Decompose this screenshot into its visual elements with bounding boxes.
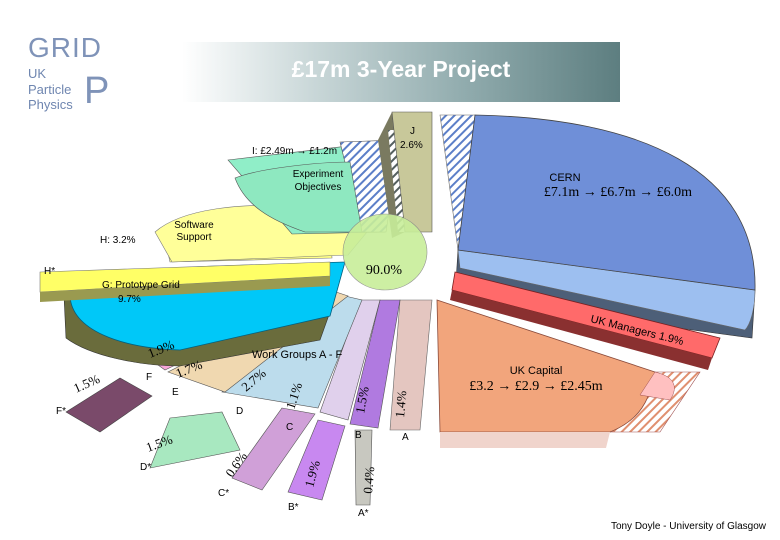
slice-J bbox=[391, 111, 433, 233]
label-H: H: 3.2% bbox=[100, 235, 136, 246]
slice-uk-capital-side bbox=[440, 432, 610, 448]
slice-cern-light bbox=[457, 249, 756, 331]
label-B-star: B* bbox=[288, 502, 299, 513]
label-G-value: 9.7% bbox=[118, 294, 141, 305]
page-title: £17m 3-Year Project bbox=[291, 56, 511, 82]
label-F-star: F* bbox=[56, 406, 66, 417]
gridpp-logo: GRID UK Particle Physics P bbox=[22, 30, 109, 114]
label-experiment-2: Objectives bbox=[295, 182, 342, 193]
label-G: G: Prototype Grid bbox=[102, 280, 180, 291]
credit-text: Tony Doyle - University of Glasgow bbox=[610, 521, 766, 532]
label-centre: 90.0% bbox=[366, 263, 403, 278]
logo-physics-text: Physics bbox=[28, 97, 73, 112]
label-cern: CERN bbox=[549, 172, 580, 184]
label-D-star: D* bbox=[140, 462, 151, 473]
label-uk-capital: UK Capital bbox=[510, 365, 563, 377]
slice-cern bbox=[457, 114, 756, 291]
label-F: F bbox=[146, 372, 152, 383]
slice-D-star bbox=[149, 411, 241, 469]
label-B: B bbox=[355, 430, 362, 441]
slice-C-star bbox=[231, 407, 316, 491]
pct-label-B-star: 1.9% bbox=[301, 459, 323, 489]
label-H-star: H* bbox=[44, 266, 55, 277]
slice-H-star-side bbox=[40, 276, 330, 302]
label-J: J bbox=[410, 126, 415, 137]
label-A-star: A* bbox=[358, 508, 369, 519]
slice-B bbox=[349, 299, 401, 429]
logo-grid-text: GRID bbox=[28, 32, 102, 63]
logo-p-text: P bbox=[84, 70, 110, 112]
slice-B-star bbox=[287, 419, 346, 501]
title-banner: £17m 3-Year Project bbox=[182, 42, 620, 102]
slice-uk-capital-pink bbox=[639, 371, 675, 401]
logo-uk-text: UK bbox=[28, 66, 47, 81]
label-uk-capital-values: £3.2 → £2.9 → £2.45m bbox=[469, 379, 603, 394]
label-work-groups: Work Groups A - F bbox=[252, 349, 343, 361]
slice-A bbox=[389, 299, 433, 431]
label-D: D bbox=[236, 406, 243, 417]
label-C: C bbox=[286, 422, 293, 433]
slice-F-star bbox=[65, 377, 153, 433]
label-experiment-1: Experiment bbox=[293, 169, 344, 180]
pct-label-B: 1.5% bbox=[352, 385, 372, 414]
slice-uk-managers-side bbox=[450, 290, 712, 370]
label-E: E bbox=[172, 387, 179, 398]
slice-C bbox=[319, 299, 381, 421]
slice-experiment bbox=[234, 161, 363, 233]
label-cern-values: £7.1m → £6.7m → £6.0m bbox=[544, 185, 692, 200]
label-A: A bbox=[402, 432, 409, 443]
label-I: I: £2.49m → £1.2m bbox=[252, 146, 337, 157]
label-software-2: Support bbox=[176, 232, 211, 243]
centre-disk bbox=[342, 213, 428, 291]
label-software-1: Software bbox=[174, 220, 214, 231]
label-C-star: C* bbox=[218, 488, 229, 499]
pct-label-A-star: 0.4% bbox=[360, 466, 377, 494]
logo-particle-text: Particle bbox=[28, 82, 72, 97]
slice-A-star bbox=[354, 429, 373, 506]
pct-label-A: 1.4% bbox=[392, 390, 409, 418]
label-J-value: 2.6% bbox=[400, 140, 423, 151]
